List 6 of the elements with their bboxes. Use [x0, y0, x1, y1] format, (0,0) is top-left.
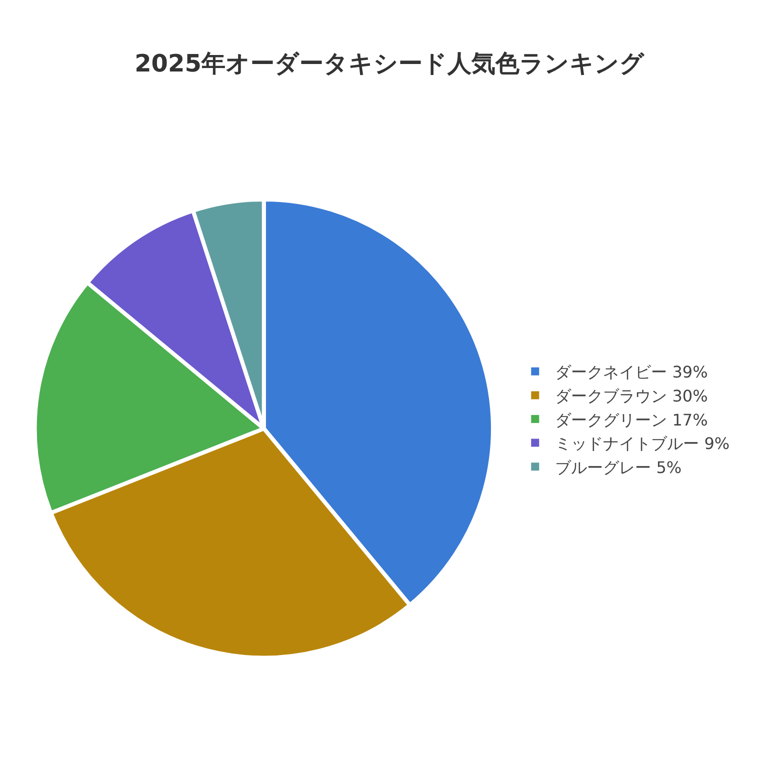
legend-label: ダークグリーン 17% — [555, 410, 708, 430]
legend-label: ダークブラウン 30% — [555, 386, 708, 406]
legend-label: ダークネイビー 39% — [555, 362, 708, 382]
legend-label: ミッドナイトブルー 9% — [555, 434, 730, 454]
legend-label: ブルーグレー 5% — [555, 458, 682, 477]
chart-title: 2025年オーダータキシード人気色ランキング — [134, 49, 646, 78]
